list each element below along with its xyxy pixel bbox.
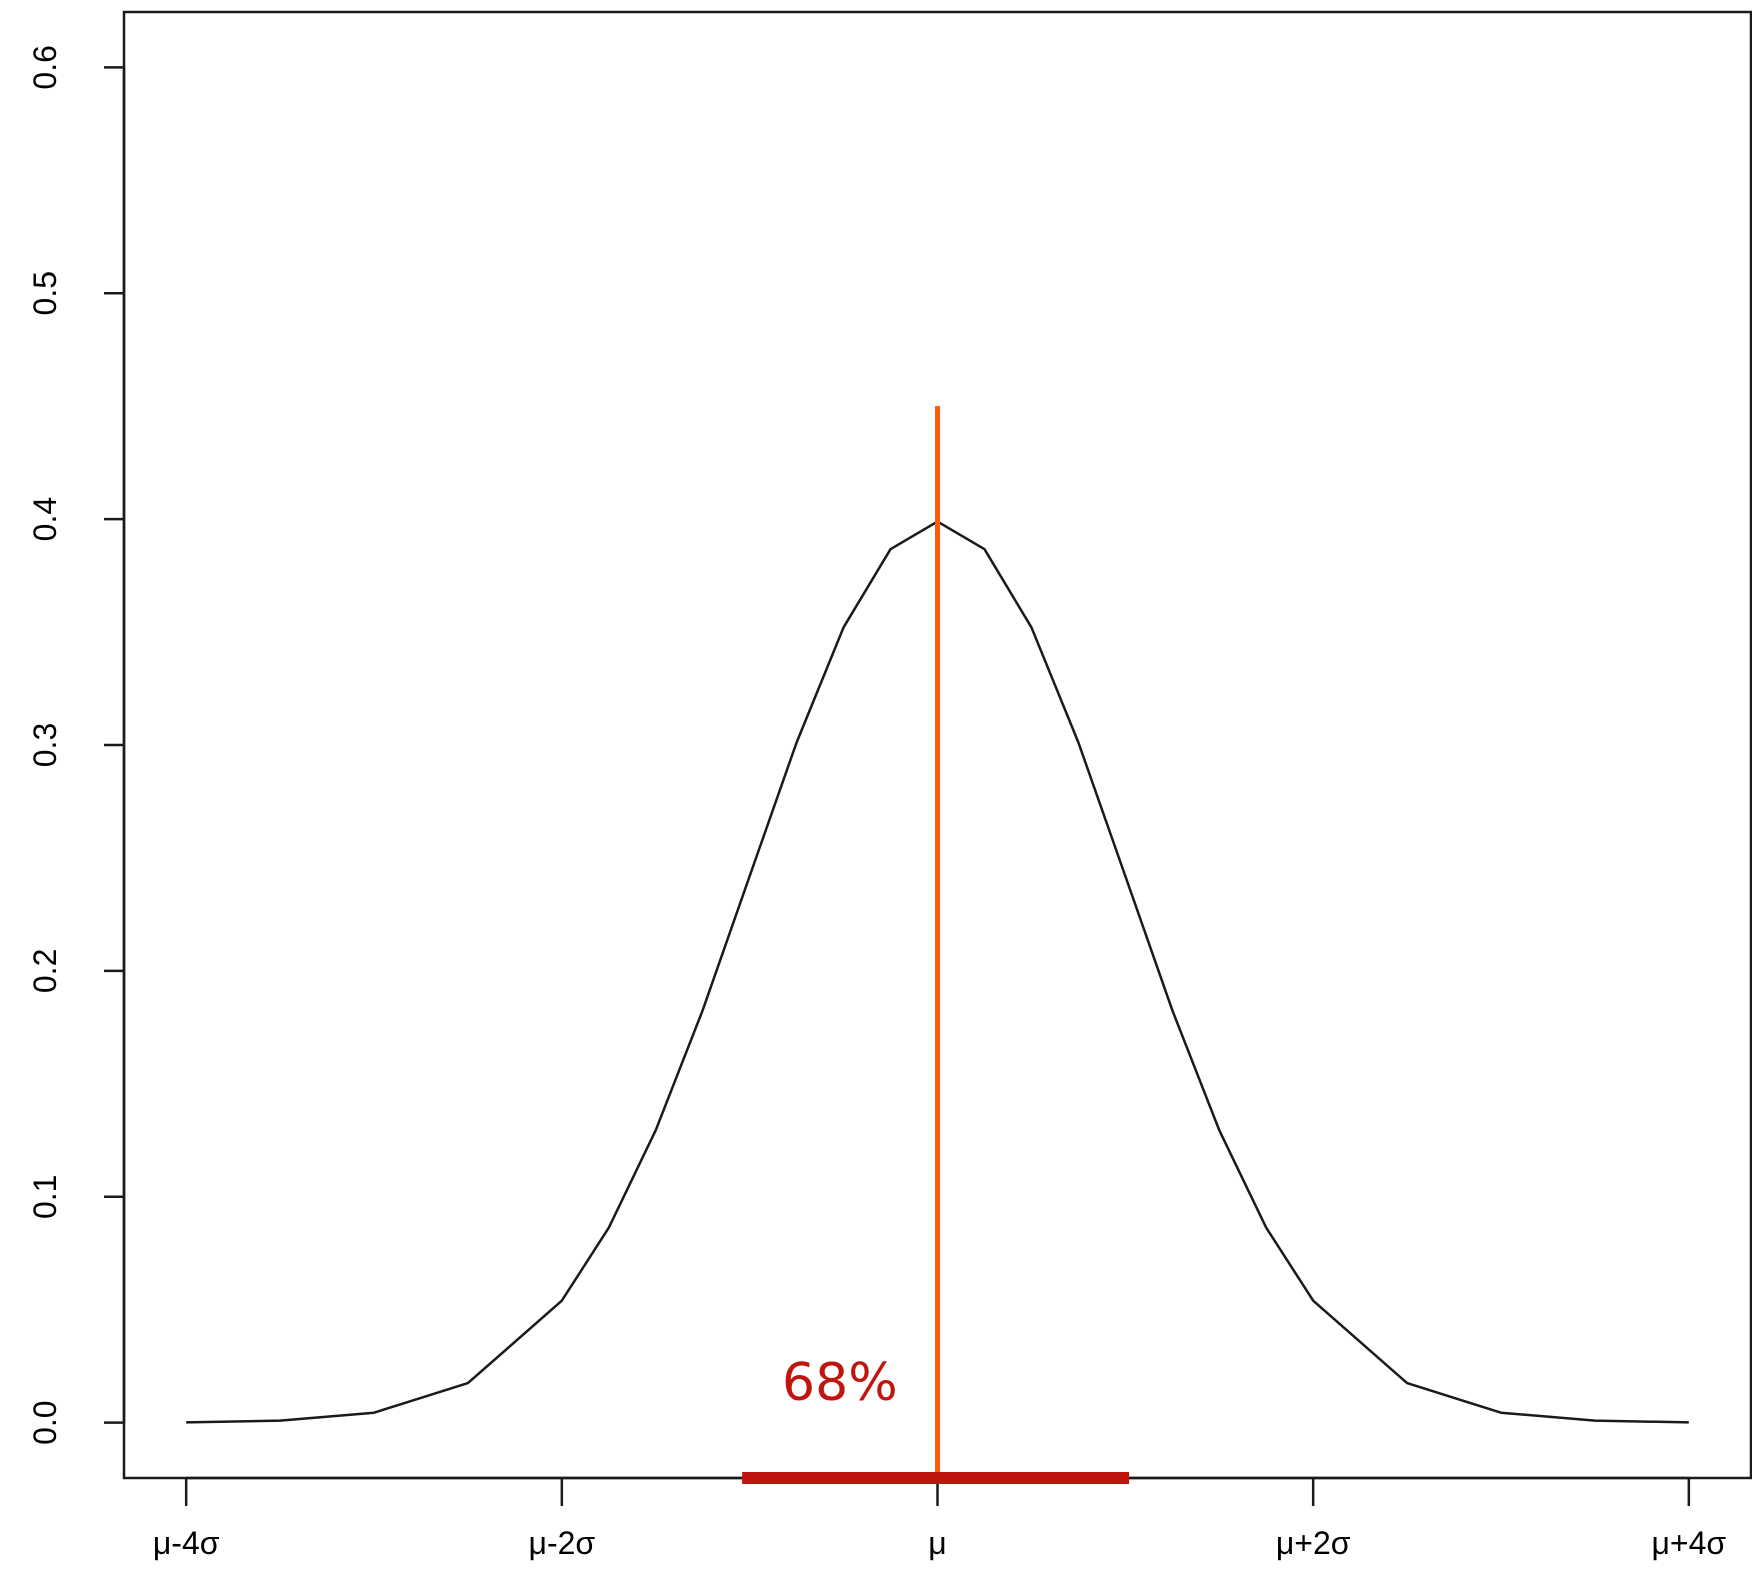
y-tick-label: 0.4 xyxy=(27,497,63,541)
y-tick-label: 0.6 xyxy=(27,45,63,89)
y-tick-label: 0.2 xyxy=(27,949,63,993)
y-axis: 0.0 0.1 0.2 0.3 0.4 0.5 0.6 xyxy=(27,45,126,1445)
y-tick-label: 0.1 xyxy=(27,1175,63,1219)
y-tick-label: 0.0 xyxy=(27,1400,63,1444)
x-axis: μ-4σ μ-2σ μ μ+2σ μ+4σ xyxy=(153,1476,1726,1561)
y-tick-label: 0.3 xyxy=(27,723,63,767)
x-tick-label: μ-2σ xyxy=(529,1525,596,1561)
x-tick-label: μ-4σ xyxy=(153,1525,220,1561)
y-tick-label: 0.5 xyxy=(27,271,63,315)
interval-label: 68% xyxy=(782,1353,898,1413)
x-tick-label: μ+2σ xyxy=(1276,1525,1351,1561)
x-tick-label: μ+4σ xyxy=(1651,1525,1726,1561)
x-tick-label: μ xyxy=(928,1525,946,1561)
